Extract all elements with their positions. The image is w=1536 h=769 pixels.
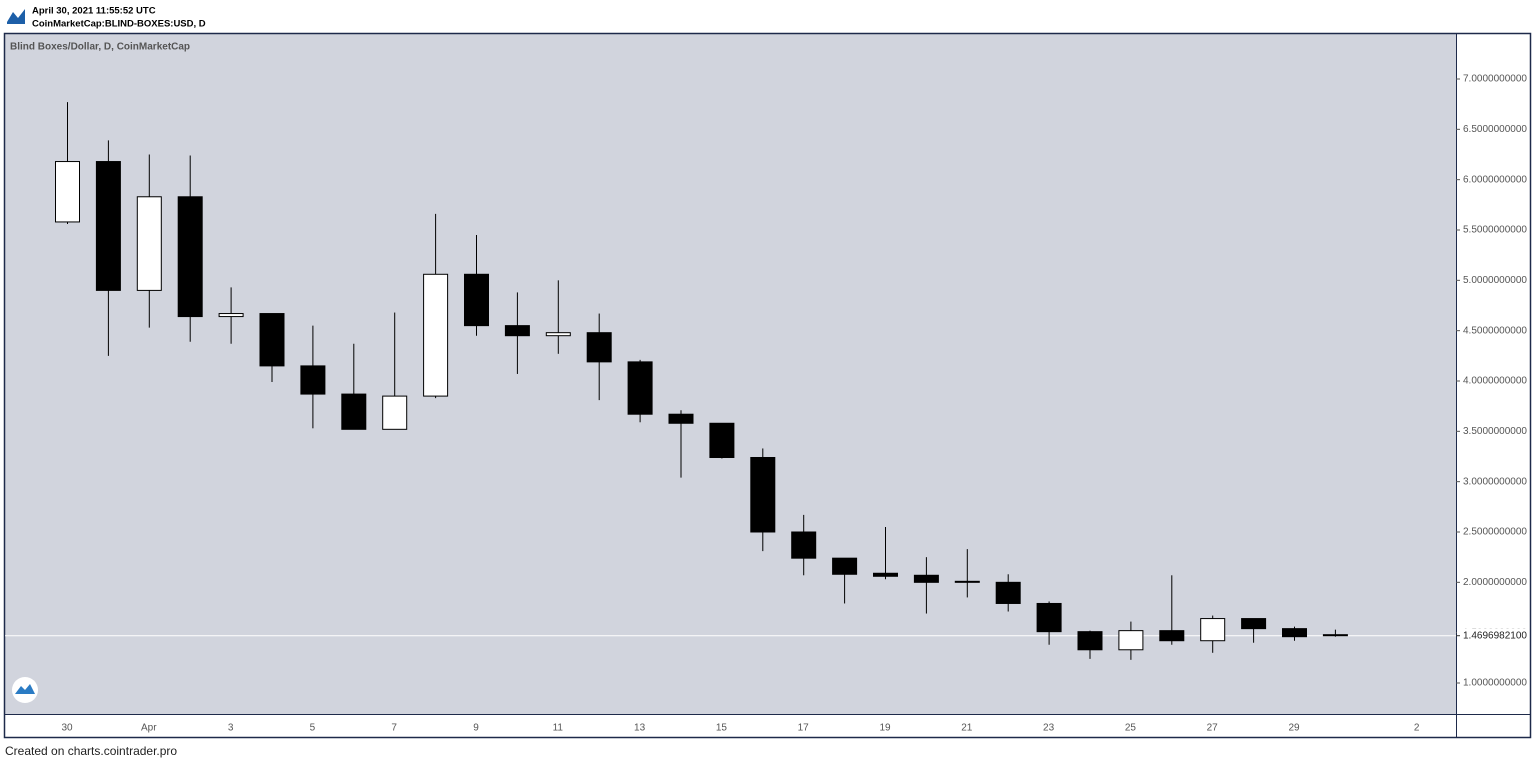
footer: Created on charts.cointrader.pro	[5, 744, 177, 758]
y-tick-label: 4.0000000000	[1463, 376, 1527, 387]
candle-body	[136, 196, 162, 291]
x-tick-label: 9	[473, 723, 479, 734]
chart-title: Blind Boxes/Dollar, D, CoinMarketCap	[10, 42, 190, 53]
candle-body	[545, 332, 571, 337]
x-tick-label: 5	[310, 723, 316, 734]
candle-body	[1322, 634, 1348, 637]
candle-body	[750, 457, 776, 533]
candle-body	[95, 161, 121, 291]
x-tick-label: 19	[879, 723, 891, 734]
candle-body	[668, 413, 694, 424]
candle-body	[709, 422, 735, 459]
candle-body	[791, 531, 817, 559]
candle-body	[464, 273, 489, 327]
x-tick-label: 3	[228, 723, 234, 734]
x-tick-label: 15	[716, 723, 728, 734]
y-tick-label: 1.0000000000	[1463, 678, 1527, 689]
candle-body	[1200, 618, 1226, 642]
x-tick-label: 30	[61, 723, 73, 734]
x-tick-label: 7	[391, 723, 397, 734]
y-tick-label: 2.5000000000	[1463, 527, 1527, 538]
candle-body	[586, 332, 612, 363]
candle-body	[382, 395, 408, 430]
candle-body	[627, 361, 653, 415]
y-tick-label: 3.5000000000	[1463, 426, 1527, 437]
last-price-box	[1457, 628, 1529, 643]
candle-body	[995, 581, 1021, 604]
y-tick-label: 6.0000000000	[1463, 174, 1527, 185]
timestamp: April 30, 2021 11:55:52 UTC	[32, 6, 156, 17]
x-tick-label: 29	[1288, 723, 1300, 734]
x-tick-label: 17	[798, 723, 810, 734]
candle-body	[954, 580, 980, 583]
x-tick-label: 25	[1125, 723, 1137, 734]
last-price-label: 1.4696982100	[1463, 630, 1527, 641]
y-tick-label: 5.0000000000	[1463, 275, 1527, 286]
candle-body	[504, 325, 530, 337]
frame	[3, 32, 1532, 739]
x-tick-label: 21	[961, 723, 973, 734]
x-tick-label: 11	[553, 723, 564, 734]
y-tick-label: 5.5000000000	[1463, 225, 1527, 236]
candle-body	[1159, 630, 1185, 642]
candle-body	[218, 313, 244, 318]
x-tick-label: 23	[1043, 723, 1055, 734]
logo	[7, 8, 25, 24]
x-tick-label: 2	[1414, 723, 1420, 734]
y-tick-label: 4.5000000000	[1463, 325, 1527, 336]
candle-body	[1077, 631, 1103, 651]
y-tick-label: 6.5000000000	[1463, 124, 1527, 135]
candle-body	[423, 273, 449, 397]
y-tick-label: 2.0000000000	[1463, 577, 1527, 588]
x-tick-label: 13	[634, 723, 646, 734]
x-tick-label: Apr	[141, 723, 157, 734]
candle-body	[1282, 628, 1307, 638]
candle-body	[913, 574, 939, 583]
candle-body	[177, 196, 203, 318]
candle-body	[259, 313, 285, 367]
watermark-icon	[12, 677, 38, 703]
candle-body	[341, 393, 367, 430]
y-tick-label: 7.0000000000	[1463, 74, 1527, 85]
symbol: CoinMarketCap:BLIND-BOXES:USD, D	[32, 19, 206, 30]
y-tick-label: 3.0000000000	[1463, 476, 1527, 487]
x-tick-label: 27	[1207, 723, 1219, 734]
candle-body	[1118, 630, 1144, 651]
candle-body	[873, 572, 898, 577]
candle-body	[1036, 602, 1062, 633]
candle-body	[55, 161, 80, 223]
candle-body	[300, 365, 326, 395]
plot-background	[5, 34, 1456, 714]
candle-body	[1241, 618, 1267, 630]
candle-body	[832, 557, 858, 575]
